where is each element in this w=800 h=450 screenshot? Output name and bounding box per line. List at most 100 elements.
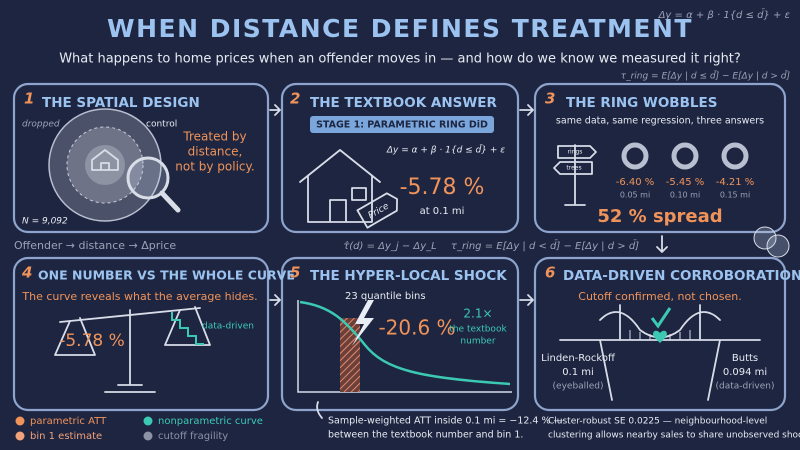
footer-note: between the textbook number and bin 1. — [328, 430, 523, 441]
arrow — [656, 235, 668, 253]
ratio-note: number — [460, 337, 495, 347]
magnifier-handle — [159, 190, 181, 213]
ratio-note: the textbook — [449, 325, 507, 335]
chain: Offender → distance → Δprice — [14, 239, 176, 252]
panel-subtitle: Cutoff confirmed, not chosen. — [578, 290, 741, 303]
curve-label: data-driven — [202, 322, 254, 332]
footer-note: clustering allows nearby sales to share … — [548, 431, 800, 441]
formula: τ̂(d) = Δy_j − Δy_L — [343, 240, 437, 252]
label: dropped — [22, 120, 60, 130]
note: not by policy. — [175, 160, 254, 174]
panel-title: ONE NUMBER VS THE WHOLE CURVE — [38, 268, 295, 283]
ring-estimate: -5.45 % — [666, 177, 705, 188]
arrow — [519, 294, 534, 306]
magnifier — [126, 156, 170, 200]
panel-frame — [280, 256, 520, 412]
subtitle: What happens to home prices when an offe… — [59, 52, 741, 67]
ring-radius: 0.10 mi — [670, 191, 700, 200]
left-note: (eyeballed) — [553, 382, 604, 392]
bridge-cables — [629, 330, 691, 340]
bin-1 — [340, 318, 360, 392]
panel-title: THE SPATIAL DESIGN — [42, 95, 200, 111]
ring-estimate: -6.40 % — [616, 177, 655, 188]
ratio: 2.1× — [463, 307, 492, 321]
formula: τ_ring = E[Δy | d < d̄] − E[Δy | d > d̄] — [451, 239, 639, 252]
legend-swatch — [15, 416, 25, 426]
panel-title: DATA-DRIVEN CORROBORATION — [563, 268, 800, 284]
panel-subtitle: The curve reveals what the average hides… — [21, 290, 257, 303]
venn — [753, 226, 777, 250]
tag-shape — [356, 192, 398, 229]
panel-title: THE HYPER-LOCAL SHOCK — [310, 268, 507, 284]
ring-icon — [621, 142, 649, 170]
footer-note: Cluster-robust SE 0.0225 — neighbourhood… — [548, 417, 767, 427]
panel-frame — [12, 256, 270, 412]
bins-label: 23 quantile bins — [345, 291, 426, 302]
axes — [297, 300, 512, 393]
arrow — [269, 104, 281, 116]
panel-frame — [533, 256, 787, 412]
estimate: -20.6 % — [378, 316, 455, 340]
legend-swatch — [143, 416, 153, 426]
legend-swatch — [15, 431, 25, 441]
sample-size: N = 9,092 — [22, 217, 68, 227]
estimate: -5.78 % — [59, 331, 125, 351]
legend: parametric ATT nonparametric curve bin 1 e… — [15, 416, 263, 442]
panel-frame — [280, 82, 520, 234]
rings: -6.40 % 0.05 mi -5.45 % 0.10 mi -4.21 % 0.15 … — [616, 142, 755, 200]
badge — [310, 116, 494, 133]
pointer — [316, 401, 323, 419]
panel-number: 6 — [545, 264, 555, 282]
label: control — [146, 120, 177, 130]
panel-frame — [12, 82, 270, 234]
arrow — [519, 104, 534, 116]
house-drawing — [299, 149, 381, 223]
note: distance, — [188, 145, 243, 159]
checkmark — [650, 307, 672, 329]
panel-number: 4 — [21, 264, 32, 282]
sign-boards — [553, 145, 597, 175]
spread: 52 % spread — [597, 206, 722, 227]
legend-swatch — [143, 431, 153, 441]
right-label: Butts — [732, 353, 758, 364]
panel-title: THE RING WOBBLES — [566, 95, 717, 111]
legend-label: bin 1 estimate — [30, 431, 102, 442]
panel-number: 2 — [290, 90, 300, 108]
panel-number: 3 — [545, 90, 555, 108]
legend-label: nonparametric curve — [158, 416, 263, 427]
ring-estimate: -4.21 % — [716, 177, 755, 188]
note: Treated by — [182, 130, 246, 144]
legend-label: cutoff fragility — [158, 431, 228, 442]
scale-pans — [54, 306, 211, 356]
arrow — [269, 294, 281, 306]
heart — [653, 330, 667, 343]
stair-curve — [171, 312, 204, 345]
lightning — [352, 300, 374, 346]
formula: Δy = α + β · 1{d ≤ d̄} + ε — [386, 144, 505, 156]
house-icon — [91, 149, 119, 171]
ring-icon — [671, 142, 699, 170]
ring-icon — [721, 142, 749, 170]
venn — [766, 234, 790, 258]
legend-label: parametric ATT — [30, 416, 107, 427]
formula: Δy = α + β · 1{d ≤ d̄} + ε — [658, 8, 791, 21]
left-value: 0.1 mi — [562, 367, 594, 378]
right-value: 0.094 mi — [723, 367, 767, 378]
curve — [299, 300, 511, 386]
panel-frame — [533, 82, 787, 234]
panel-number: 1 — [24, 90, 34, 108]
panel-subtitle: same data, same regression, three answer… — [556, 116, 764, 127]
formula: τ_ring = E[Δy | d ≤ d̄] − E[Δy | d > d̄] — [621, 70, 791, 82]
sign-text: rings — [568, 149, 583, 156]
estimate: -5.78 % — [400, 175, 485, 200]
ring-radius: 0.15 mi — [720, 191, 750, 200]
badge-text: STAGE 1: PARAMETRIC RING DiD — [316, 120, 488, 131]
panel-title: THE TEXTBOOK ANSWER — [310, 95, 497, 111]
right-note: (data-driven) — [715, 382, 774, 392]
estimate-note: at 0.1 mi — [420, 206, 465, 217]
left-label: Linden-Rockoff — [541, 353, 616, 364]
panel-number: 5 — [290, 264, 300, 282]
